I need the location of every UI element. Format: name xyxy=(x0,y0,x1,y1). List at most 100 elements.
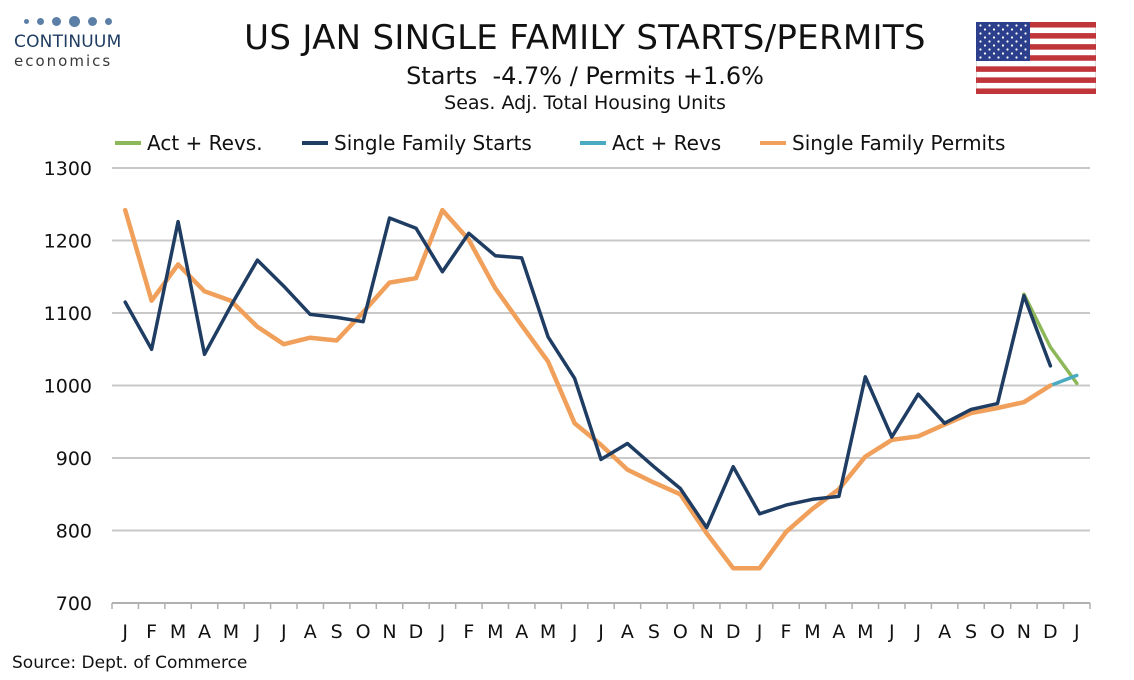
flag-stripe xyxy=(976,22,1096,28)
flag-star xyxy=(1024,32,1027,35)
flag-stripe xyxy=(976,88,1096,94)
flag-star xyxy=(1006,32,1009,35)
x-tick-label: F xyxy=(463,621,474,643)
x-tick-label: S xyxy=(648,621,660,643)
flag-star xyxy=(992,36,996,39)
x-tick-label: A xyxy=(515,621,528,643)
x-tick-label: M xyxy=(540,621,556,643)
flag-star xyxy=(1001,44,1005,47)
logo-name: CONTINUUM xyxy=(14,32,122,52)
series-lines xyxy=(122,207,1079,571)
flag-stripe xyxy=(976,55,1096,61)
x-tick-label: J xyxy=(121,621,128,643)
x-tick-label: N xyxy=(1017,621,1031,643)
flag-star xyxy=(988,40,991,43)
legend-item: Act + Revs. xyxy=(115,131,263,155)
x-tick-label: D xyxy=(409,621,424,643)
flag-star xyxy=(1019,44,1023,47)
flag-star xyxy=(988,48,991,51)
flag-star xyxy=(979,48,982,51)
flag-star xyxy=(1010,28,1014,31)
x-tick-label: A xyxy=(198,621,211,643)
y-tick-label: 1000 xyxy=(44,376,92,398)
x-tick-label: O xyxy=(356,621,371,643)
series-line-act-revs xyxy=(1022,292,1079,386)
flag-star xyxy=(997,24,1000,27)
flag-star xyxy=(1015,40,1018,43)
flag-stripe xyxy=(976,33,1096,39)
flag-star xyxy=(983,28,987,31)
x-tick-label: J xyxy=(254,621,261,643)
flag-stripe xyxy=(976,44,1096,50)
x-tick-label: O xyxy=(990,621,1005,643)
x-tick-label: A xyxy=(938,621,951,643)
x-tick-label: D xyxy=(726,621,741,643)
flag-star xyxy=(1006,24,1009,27)
flag-star xyxy=(1006,40,1009,43)
x-tick-label: M xyxy=(804,621,820,643)
flag-star xyxy=(1001,52,1005,55)
flag-star xyxy=(1024,40,1027,43)
flag-star xyxy=(1024,56,1027,59)
y-tick-label: 700 xyxy=(56,593,92,615)
flag-star xyxy=(979,56,982,59)
flag-star xyxy=(997,48,1000,51)
flag-star xyxy=(979,40,982,43)
chart-subtitle-units: Seas. Adj. Total Housing Units xyxy=(444,92,726,114)
flag-star xyxy=(1006,48,1009,51)
legend-label: Single Family Permits xyxy=(792,131,1005,155)
series-line-act-revs xyxy=(1048,373,1079,388)
flag-star xyxy=(997,40,1000,43)
x-tick-label: S xyxy=(965,621,977,643)
gridlines xyxy=(112,167,1090,532)
legend-item: Single Family Permits xyxy=(760,131,1005,155)
flag-star xyxy=(1006,56,1009,59)
x-tick-label: A xyxy=(304,621,317,643)
series-line-single-family-permits xyxy=(122,207,1053,571)
flag-star xyxy=(979,24,982,27)
x-tick-label: J xyxy=(571,621,578,643)
x-tick-label: S xyxy=(331,621,343,643)
x-tick-label: D xyxy=(1043,621,1058,643)
x-tick-label: J xyxy=(280,621,287,643)
source-note: Source: Dept. of Commerce xyxy=(12,653,248,673)
chart-subtitle: Starts -4.7% / Permits +1.6% xyxy=(406,62,764,90)
logo-dots-icon xyxy=(24,14,134,28)
x-tick-label: F xyxy=(146,621,157,643)
legend-item: Single Family Starts xyxy=(302,131,532,155)
legend-label: Single Family Starts xyxy=(334,131,532,155)
flag-star xyxy=(1010,44,1014,47)
flag-star xyxy=(983,36,987,39)
flag-star xyxy=(1015,24,1018,27)
flag-stripe xyxy=(976,77,1096,83)
legend-label: Act + Revs. xyxy=(147,131,263,155)
flag-star xyxy=(1024,48,1027,51)
y-tick-label: 800 xyxy=(56,521,92,543)
x-tick-label: J xyxy=(439,621,446,643)
y-tick-label: 1200 xyxy=(44,231,92,253)
us-flag-icon xyxy=(976,22,1096,94)
flag-star xyxy=(988,56,991,59)
x-tick-label: M xyxy=(487,621,503,643)
flag-star xyxy=(979,32,982,35)
legend-item: Act + Revs xyxy=(580,131,721,155)
y-tick-label: 1300 xyxy=(44,158,92,180)
x-tick-label: J xyxy=(914,621,921,643)
flag-stripe xyxy=(976,66,1096,72)
y-tick-label: 900 xyxy=(56,448,92,470)
flag-star xyxy=(1001,28,1005,31)
flag-star xyxy=(1019,28,1023,31)
flag-star xyxy=(1015,32,1018,35)
series-line-single-family-starts xyxy=(123,216,1053,530)
flag-star xyxy=(988,32,991,35)
x-tick-label: F xyxy=(781,621,792,643)
x-tick-label: J xyxy=(888,621,895,643)
x-tick-label: N xyxy=(382,621,396,643)
continuum-logo: CONTINUUM economics xyxy=(14,14,134,70)
x-tick-label: M xyxy=(223,621,239,643)
logo-subtitle: economics xyxy=(14,52,113,70)
flag-star xyxy=(1024,24,1027,27)
x-tick-label: A xyxy=(621,621,634,643)
